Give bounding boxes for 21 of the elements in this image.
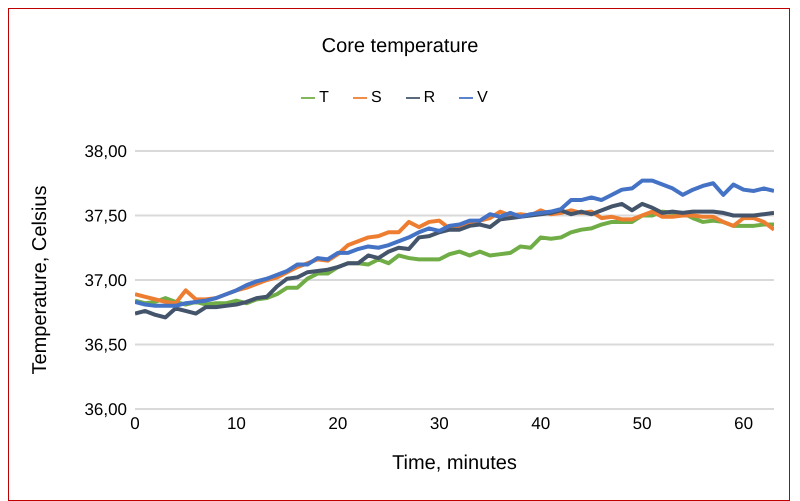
x-tick-label: 40 bbox=[531, 414, 550, 434]
x-tick-label: 50 bbox=[632, 414, 652, 434]
line-series bbox=[135, 202, 774, 320]
legend-label: V bbox=[477, 89, 488, 106]
legend-label: S bbox=[370, 89, 382, 106]
x-tick-label: 10 bbox=[226, 414, 246, 434]
x-tick-label: 0 bbox=[130, 414, 140, 434]
y-tick-label: 36,50 bbox=[84, 336, 127, 355]
y-tick-label: 37,50 bbox=[84, 206, 127, 226]
chart-title: Core temperature bbox=[320, 35, 480, 58]
y-axis-title: Temperature, Celsius bbox=[29, 186, 52, 374]
x-tick-label: 30 bbox=[430, 414, 449, 434]
y-tick-label: 37,00 bbox=[84, 271, 127, 290]
legend-label: T bbox=[319, 89, 329, 106]
x-tick-label: 60 bbox=[734, 414, 754, 434]
legend-label: R bbox=[424, 89, 436, 106]
x-axis-title: Time, minutes bbox=[392, 452, 517, 474]
x-tick-label: 20 bbox=[328, 414, 348, 434]
y-tick-label: 38,00 bbox=[84, 142, 127, 162]
y-tick-label: 36,00 bbox=[84, 400, 127, 420]
line-series bbox=[135, 178, 774, 308]
